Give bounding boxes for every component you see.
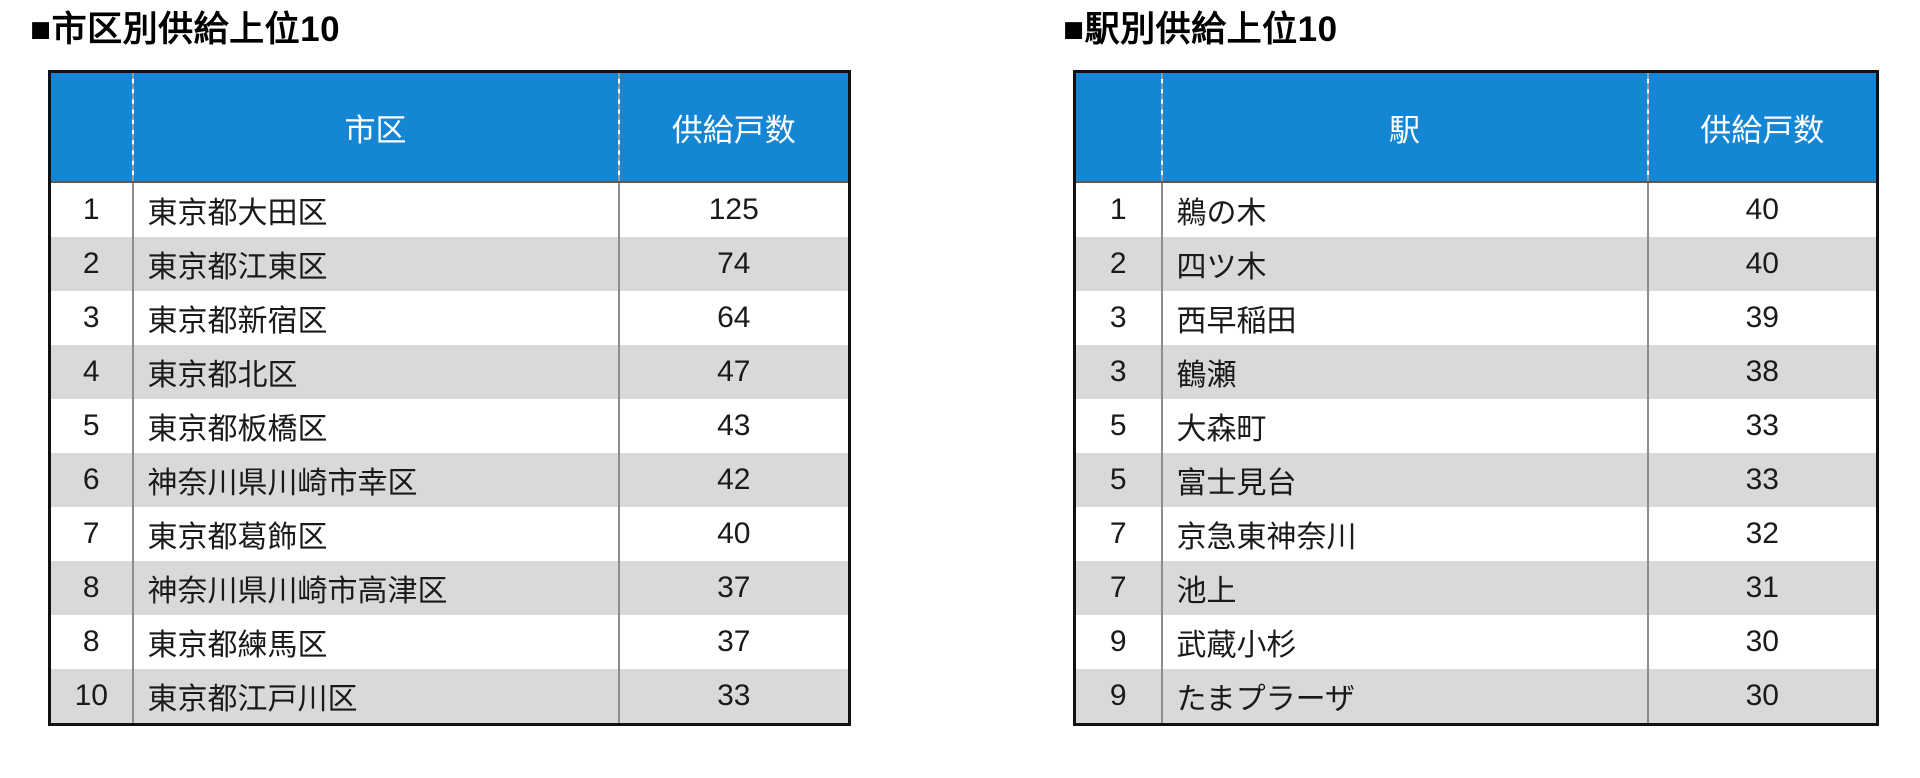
rank-cell: 3: [49, 291, 133, 345]
rank-cell: 8: [49, 561, 133, 615]
table-row: 5 富士見台 33: [1074, 453, 1878, 507]
table-row: 3 西早稲田 39: [1074, 291, 1878, 345]
rank-cell: 8: [49, 615, 133, 669]
table-row: 3 鶴瀬 38: [1074, 345, 1878, 399]
value-cell: 39: [1646, 291, 1878, 345]
city-header-row: 市区 供給戸数: [49, 71, 850, 183]
station-table-title: ■駅別供給上位10: [1063, 10, 1338, 49]
value-cell: 33: [1646, 453, 1878, 507]
rank-cell: 9: [1074, 615, 1162, 669]
value-cell: 30: [1646, 615, 1878, 669]
name-cell: たまプラーザ: [1160, 669, 1648, 725]
station-rank-header-cell: [1074, 71, 1162, 183]
value-cell: 33: [1646, 399, 1878, 453]
name-cell: 神奈川県川崎市高津区: [131, 561, 619, 615]
rank-cell: 7: [49, 507, 133, 561]
name-cell: 武蔵小杉: [1160, 615, 1648, 669]
name-cell: 東京都江戸川区: [131, 669, 619, 725]
city-name-header-cell: 市区: [131, 71, 619, 183]
rank-cell: 1: [49, 182, 133, 237]
value-cell: 30: [1646, 669, 1878, 725]
value-cell: 64: [617, 291, 850, 345]
table-row: 9 武蔵小杉 30: [1074, 615, 1878, 669]
name-cell: 鶴瀬: [1160, 345, 1648, 399]
value-cell: 47: [617, 345, 850, 399]
table-row: 5 大森町 33: [1074, 399, 1878, 453]
table-row: 7 東京都葛飾区 40: [49, 507, 850, 561]
table-row: 4 東京都北区 47: [49, 345, 850, 399]
value-cell: 37: [617, 561, 850, 615]
rank-cell: 3: [1074, 291, 1162, 345]
value-cell: 74: [617, 237, 850, 291]
station-name-header-cell: 駅: [1160, 71, 1648, 183]
rank-cell: 1: [1074, 182, 1162, 237]
rank-cell: 2: [49, 237, 133, 291]
table-row: 9 たまプラーザ 30: [1074, 669, 1878, 725]
table-row: 2 四ツ木 40: [1074, 237, 1878, 291]
station-value-header-cell: 供給戸数: [1646, 71, 1878, 183]
table-row: 5 東京都板橋区 43: [49, 399, 850, 453]
name-cell: 池上: [1160, 561, 1648, 615]
table-row: 7 京急東神奈川 32: [1074, 507, 1878, 561]
rank-cell: 10: [49, 669, 133, 725]
name-cell: 東京都北区: [131, 345, 619, 399]
name-cell: 西早稲田: [1160, 291, 1648, 345]
rank-cell: 6: [49, 453, 133, 507]
value-cell: 40: [617, 507, 850, 561]
value-cell: 40: [1646, 237, 1878, 291]
name-cell: 京急東神奈川: [1160, 507, 1648, 561]
value-cell: 125: [617, 182, 850, 237]
station-ranking-section: ■駅別供給上位10 駅 供給戸数 1 鵜の木 40 2 四ツ木: [1063, 8, 1879, 726]
name-cell: 神奈川県川崎市幸区: [131, 453, 619, 507]
name-cell: 東京都葛飾区: [131, 507, 619, 561]
table-row: 1 鵜の木 40: [1074, 182, 1878, 237]
value-cell: 37: [617, 615, 850, 669]
name-cell: 富士見台: [1160, 453, 1648, 507]
city-rank-header-cell: [49, 71, 133, 183]
name-cell: 大森町: [1160, 399, 1648, 453]
name-cell: 四ツ木: [1160, 237, 1648, 291]
table-row: 2 東京都江東区 74: [49, 237, 850, 291]
city-value-header-cell: 供給戸数: [617, 71, 850, 183]
rank-cell: 5: [1074, 399, 1162, 453]
name-cell: 東京都新宿区: [131, 291, 619, 345]
value-cell: 32: [1646, 507, 1878, 561]
value-cell: 43: [617, 399, 850, 453]
name-cell: 東京都板橋区: [131, 399, 619, 453]
rank-cell: 4: [49, 345, 133, 399]
rank-cell: 9: [1074, 669, 1162, 725]
station-ranking-table: 駅 供給戸数 1 鵜の木 40 2 四ツ木 40 3 西早稲田: [1073, 70, 1879, 726]
table-row: 8 東京都練馬区 37: [49, 615, 850, 669]
rank-cell: 5: [49, 399, 133, 453]
name-cell: 鵜の木: [1160, 182, 1648, 237]
table-row: 6 神奈川県川崎市幸区 42: [49, 453, 850, 507]
table-row: 8 神奈川県川崎市高津区 37: [49, 561, 850, 615]
value-cell: 31: [1646, 561, 1878, 615]
table-row: 3 東京都新宿区 64: [49, 291, 850, 345]
name-cell: 東京都江東区: [131, 237, 619, 291]
table-row: 1 東京都大田区 125: [49, 182, 850, 237]
city-ranking-section: ■市区別供給上位10 市区 供給戸数 1 東京都大田区 125 2 東京都江東区: [30, 8, 851, 726]
city-table-title: ■市区別供給上位10: [30, 10, 341, 49]
value-cell: 33: [617, 669, 850, 725]
city-ranking-table: 市区 供給戸数 1 東京都大田区 125 2 東京都江東区 74 3 東京都新宿…: [48, 70, 851, 726]
rank-cell: 5: [1074, 453, 1162, 507]
name-cell: 東京都練馬区: [131, 615, 619, 669]
table-row: 7 池上 31: [1074, 561, 1878, 615]
rank-cell: 7: [1074, 561, 1162, 615]
value-cell: 42: [617, 453, 850, 507]
table-row: 10 東京都江戸川区 33: [49, 669, 850, 725]
name-cell: 東京都大田区: [131, 182, 619, 237]
value-cell: 40: [1646, 182, 1878, 237]
rank-cell: 2: [1074, 237, 1162, 291]
rank-cell: 3: [1074, 345, 1162, 399]
value-cell: 38: [1646, 345, 1878, 399]
rank-cell: 7: [1074, 507, 1162, 561]
station-header-row: 駅 供給戸数: [1074, 71, 1878, 183]
